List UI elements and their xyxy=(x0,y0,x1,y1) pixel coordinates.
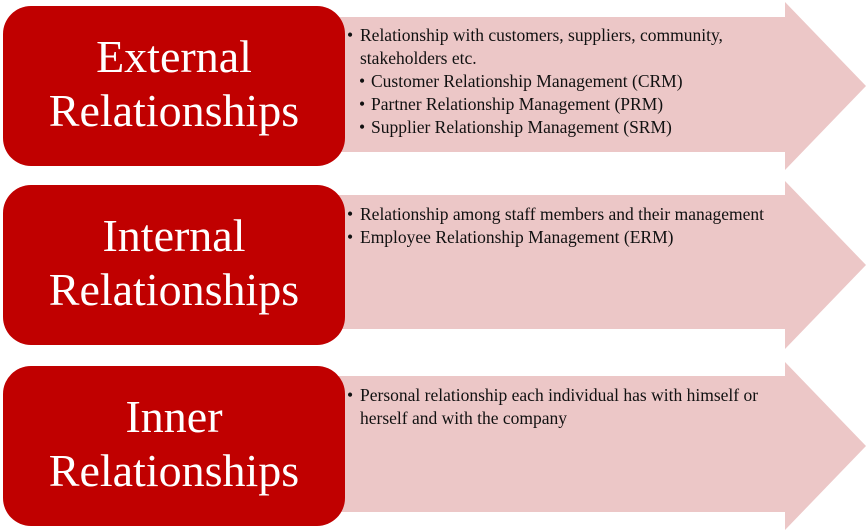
title-line-2: Relationships xyxy=(48,445,300,496)
bullet-item: Personal relationship each individual ha… xyxy=(347,384,797,430)
title-box-external: External Relationships xyxy=(3,6,345,166)
title-line-2: Relationships xyxy=(48,264,300,315)
row-inner: Inner Relationships Personal relationshi… xyxy=(0,362,868,530)
bullet-item: Customer Relationship Management (CRM) xyxy=(347,70,797,93)
title-line-1: Inner xyxy=(125,391,223,442)
title-box-inner: Inner Relationships xyxy=(3,366,345,526)
title-line-1: Internal xyxy=(102,210,246,261)
title-line-2: Relationships xyxy=(48,85,300,136)
bullet-item: Partner Relationship Management (PRM) xyxy=(347,93,797,116)
bullet-item: Relationship among staff members and the… xyxy=(347,203,797,226)
title-line-1: External xyxy=(96,31,252,82)
row-internal: Internal Relationships Relationship amon… xyxy=(0,181,868,349)
bullet-list-external: Relationship with customers, suppliers, … xyxy=(347,24,797,139)
bullet-item: Relationship with customers, suppliers, … xyxy=(347,24,797,70)
bullet-item: Supplier Relationship Management (SRM) xyxy=(347,116,797,139)
row-external: External Relationships Relationship with… xyxy=(0,2,868,170)
bullet-item: Employee Relationship Management (ERM) xyxy=(347,226,797,249)
bullet-list-inner: Personal relationship each individual ha… xyxy=(347,384,797,430)
title-box-internal: Internal Relationships xyxy=(3,185,345,345)
bullet-list-internal: Relationship among staff members and the… xyxy=(347,203,797,249)
